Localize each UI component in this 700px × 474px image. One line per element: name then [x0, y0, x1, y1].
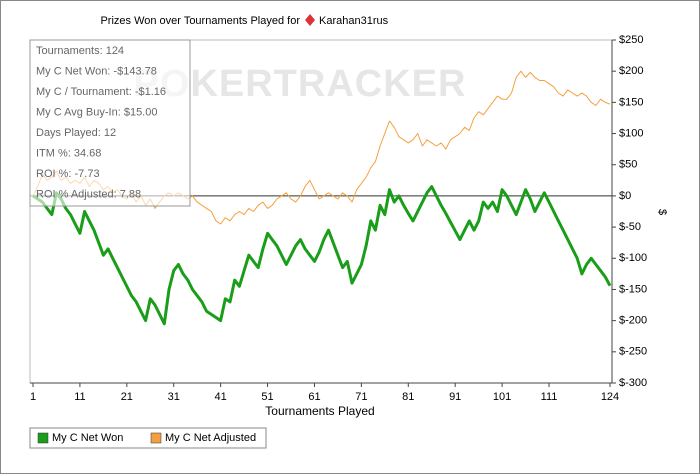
player-name: Karahan31rus — [319, 15, 389, 27]
x-tick-label: 91 — [449, 391, 461, 403]
stats-line: My C Net Won: -$143.78 — [36, 65, 157, 77]
x-tick-label: 1 — [30, 391, 36, 403]
site-icon — [305, 14, 315, 26]
y-tick-label: $250 — [619, 34, 643, 46]
y-tick-label: $200 — [619, 65, 643, 77]
stats-line: ITM %: 34.68 — [36, 147, 101, 159]
legend-swatch — [37, 432, 49, 444]
legend-label: My C Net Adjusted — [165, 432, 256, 444]
y-tick-label: $50 — [619, 159, 637, 171]
x-tick-label: 61 — [308, 391, 320, 403]
series-line — [32, 185, 612, 326]
x-tick-label: 111 — [541, 391, 558, 403]
stats-line: ROI %: -7.73 — [36, 168, 100, 180]
x-tick-label: 11 — [74, 391, 85, 403]
stats-line: My C Avg Buy-In: $15.00 — [36, 106, 157, 118]
y-tick-label: $0 — [619, 190, 631, 202]
y-tick-label: $-100 — [619, 252, 647, 264]
y-tick-label: $150 — [619, 96, 643, 108]
y-axis-label: $ — [656, 209, 668, 215]
y-tick-label: $-250 — [619, 346, 647, 358]
y-tick-label: $100 — [619, 127, 643, 139]
x-tick-label: 21 — [121, 391, 133, 403]
y-tick-label: $-300 — [619, 377, 647, 389]
x-tick-label: 124 — [601, 391, 619, 403]
x-tick-label: 31 — [168, 391, 180, 403]
y-tick-label: $-200 — [619, 315, 647, 327]
x-tick-label: 71 — [355, 391, 367, 403]
stats-line: ROI % Adjusted: 7.88 — [36, 188, 141, 200]
legend-box — [29, 427, 267, 449]
y-tick-label: $-50 — [619, 221, 641, 233]
x-axis-label: Tournaments Played — [265, 404, 374, 418]
x-tick-label: 81 — [402, 391, 414, 403]
x-tick-label: 51 — [261, 391, 273, 403]
stats-box — [29, 39, 191, 207]
legend-swatch — [150, 432, 162, 444]
stats-line: My C / Tournament: -$1.16 — [36, 86, 166, 98]
chart-title: Prizes Won over Tournaments Played for — [100, 15, 300, 27]
legend-label: My C Net Won — [52, 432, 123, 444]
x-tick-label: 101 — [493, 391, 511, 403]
y-tick-label: $-150 — [619, 283, 647, 295]
title-group: Prizes Won over Tournaments Played for K… — [100, 14, 389, 27]
stats-line: Tournaments: 124 — [36, 45, 124, 57]
x-tick-label: 41 — [215, 391, 227, 403]
stats-line: Days Played: 12 — [36, 127, 116, 139]
